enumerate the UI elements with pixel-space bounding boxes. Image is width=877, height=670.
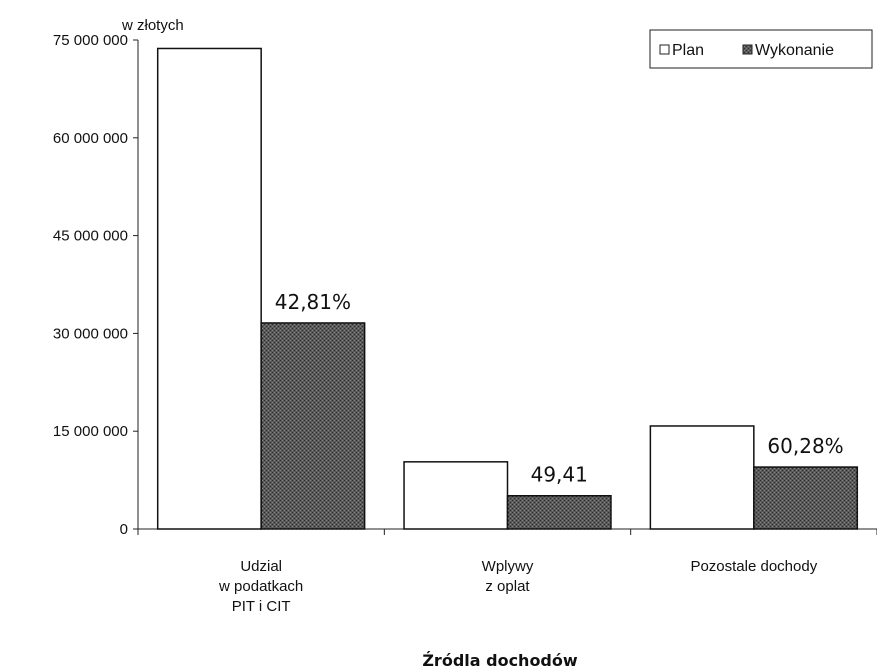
x-axis bbox=[137, 528, 877, 535]
y-tick-label: 30 000 000 bbox=[53, 325, 128, 342]
y-tick-label: 15 000 000 bbox=[53, 423, 128, 440]
y-tick-label: 0 bbox=[120, 521, 128, 538]
bar-wykonanie-2 bbox=[753, 466, 859, 530]
bars bbox=[156, 47, 859, 530]
y-unit-label: w złotych bbox=[121, 17, 184, 34]
bar-wykonanie-1 bbox=[506, 494, 612, 530]
data-labels: 42,81% 49,41 60,28% bbox=[275, 290, 844, 487]
category-label-0: PIT i CIT bbox=[232, 598, 291, 615]
y-tick-label: 75 000 000 bbox=[53, 32, 128, 49]
bar-wykonanie-0 bbox=[260, 322, 366, 530]
legend-box bbox=[649, 29, 873, 69]
category-label-1: z oplat bbox=[485, 578, 530, 595]
category-label-0: w podatkach bbox=[218, 578, 303, 595]
x-axis-title: Źródla dochodów bbox=[422, 651, 578, 670]
y-tick-label: 45 000 000 bbox=[53, 228, 128, 245]
legend-label-plan: Plan bbox=[672, 42, 704, 59]
data-label-1: 49,41 bbox=[531, 463, 588, 487]
legend-swatch-plan bbox=[659, 44, 670, 55]
category-label-1: Wplywy bbox=[482, 558, 534, 575]
data-label-0: 42,81% bbox=[275, 290, 351, 314]
y-tick-label: 60 000 000 bbox=[53, 130, 128, 147]
legend: Plan Wykonanie bbox=[649, 29, 873, 69]
bar-plan-0 bbox=[156, 47, 262, 530]
category-label-2: Pozostale dochody bbox=[690, 558, 817, 575]
data-label-2: 60,28% bbox=[767, 434, 843, 458]
y-axis: 0 15 000 000 30 000 000 45 000 000 60 000 00… bbox=[53, 32, 139, 538]
legend-label-wykonanie: Wykonanie bbox=[755, 42, 834, 59]
bar-plan-2 bbox=[649, 425, 755, 530]
category-labels: Udzial w podatkach PIT i CIT Wplywy z oplat P… bbox=[218, 558, 818, 615]
category-label-0: Udzial bbox=[240, 558, 282, 575]
bar-plan-1 bbox=[403, 461, 509, 530]
legend-swatch-wykonanie bbox=[742, 44, 753, 55]
